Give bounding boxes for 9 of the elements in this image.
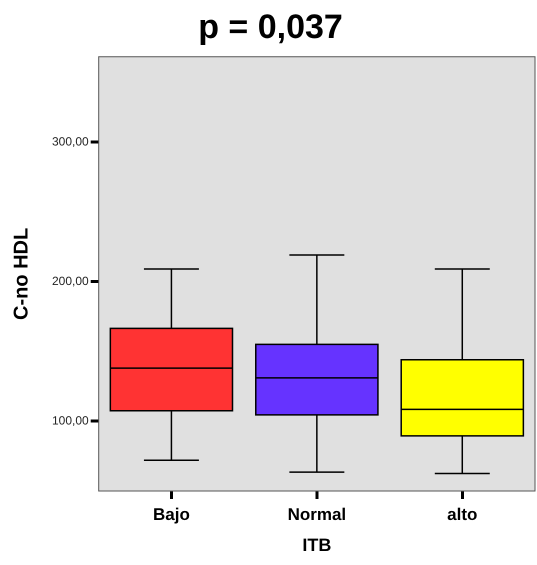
chart-title: p = 0,037 [198, 8, 343, 46]
y-tick-label: 300,00 [52, 134, 90, 148]
y-tick-label: 100,00 [52, 414, 90, 428]
x-tick-label: alto [447, 504, 478, 524]
x-tick-label: Normal [288, 504, 346, 524]
y-tick-label: 200,00 [52, 274, 90, 288]
x-axis-title: ITB [302, 535, 332, 556]
y-axis-title: C-no HDL [10, 228, 33, 320]
x-tick-label: Bajo [152, 504, 190, 524]
